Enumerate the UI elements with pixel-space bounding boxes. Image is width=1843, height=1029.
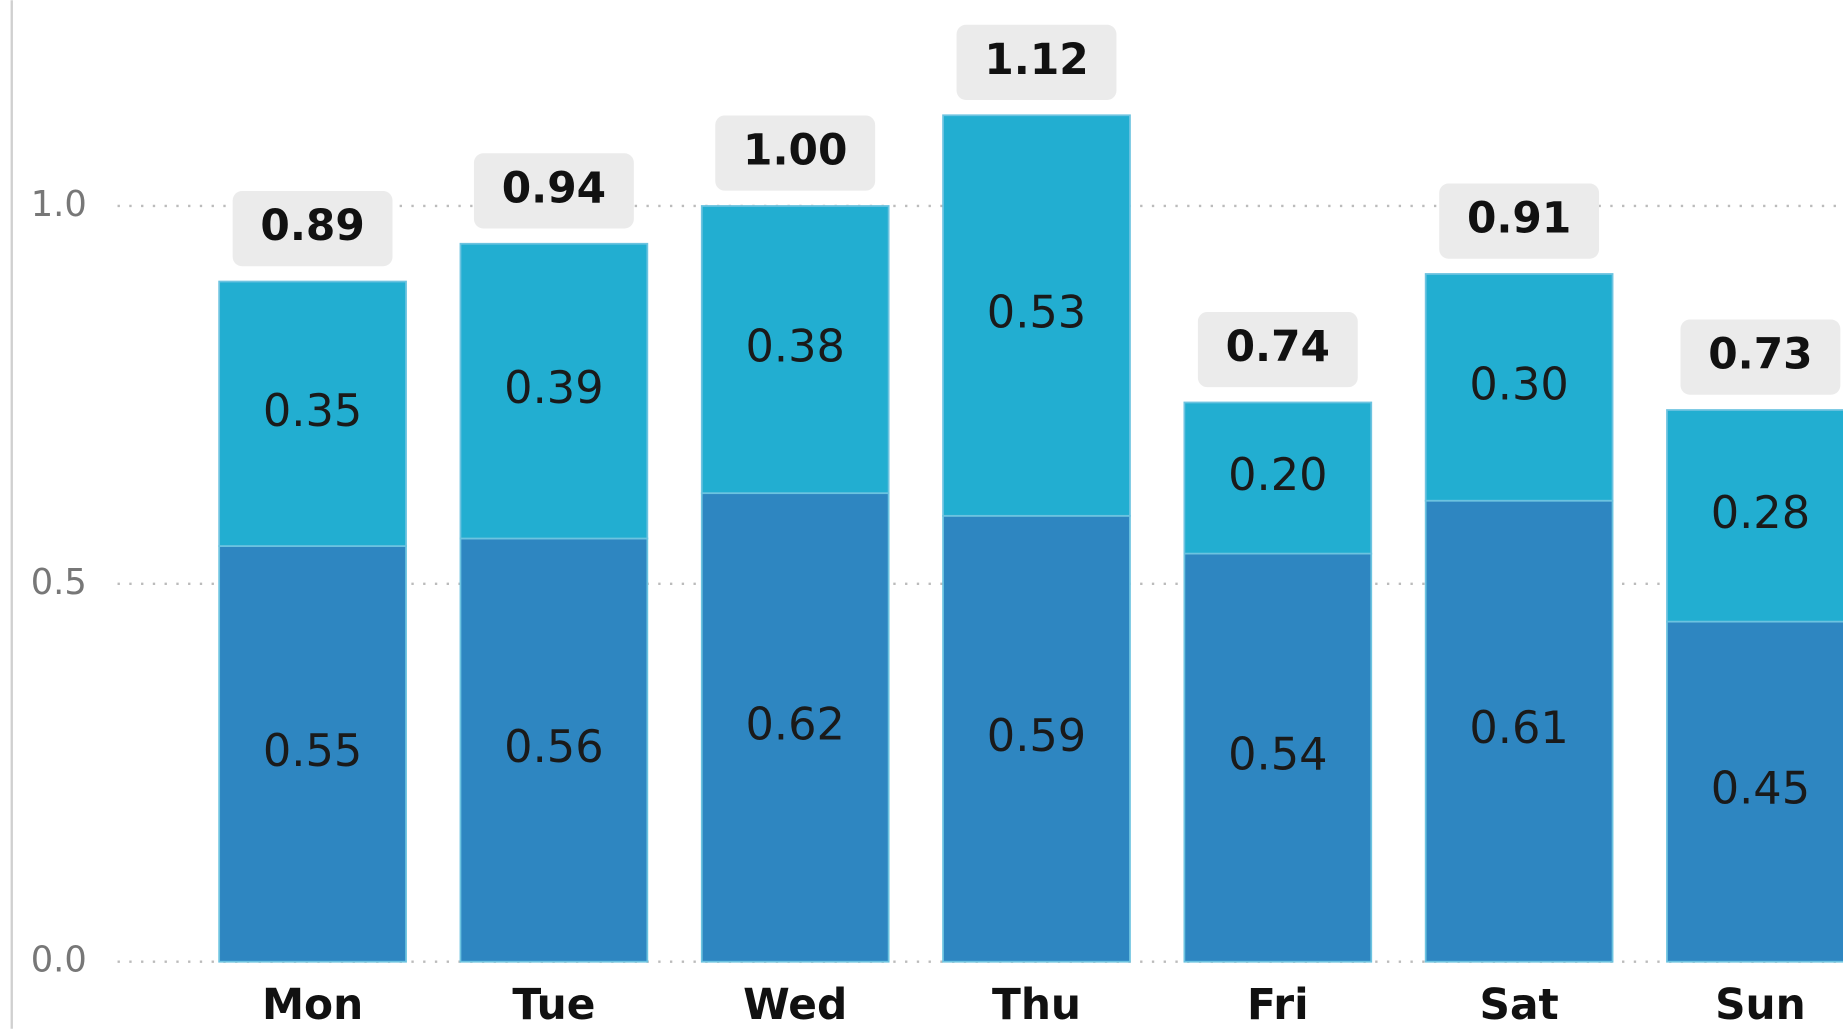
bar-segment (1666, 620, 1843, 963)
segment-label: 0.54 (1228, 729, 1327, 781)
x-tick-label: Tue (512, 980, 595, 1029)
total-label: 0.73 (1708, 330, 1812, 379)
segment-label: 0.28 (1711, 487, 1810, 539)
bar-segment (218, 280, 407, 547)
x-tick-label: Thu (992, 980, 1081, 1029)
bar-segment (218, 545, 407, 963)
segment-label: 0.62 (745, 698, 844, 750)
total-label-box (1197, 311, 1358, 388)
total-label-box (956, 24, 1117, 100)
total-label: 0.94 (502, 163, 606, 212)
bar-segment (1183, 401, 1373, 555)
x-tick-label: Wed (743, 980, 847, 1029)
total-label-box (1680, 319, 1841, 395)
total-label-box (232, 191, 393, 267)
x-tick-label: Sat (1480, 980, 1559, 1029)
segment-label: 0.45 (1711, 763, 1810, 815)
bar-segment (942, 114, 1131, 517)
x-tick-label: Mon (262, 980, 363, 1029)
total-label-box (473, 153, 634, 229)
segment-label: 0.35 (263, 385, 362, 437)
total-label: 1.12 (984, 35, 1088, 84)
total-label: 0.89 (260, 201, 364, 250)
y-tick-label: 0.5 (31, 562, 87, 603)
total-label: 0.91 (1467, 194, 1571, 243)
total-label-box (1439, 183, 1600, 259)
bar-segment (1424, 273, 1614, 502)
x-tick-label: Fri (1247, 980, 1309, 1029)
segment-label: 0.30 (1469, 358, 1568, 410)
bar-segment (1666, 409, 1843, 623)
segment-label: 0.56 (504, 721, 603, 773)
total-label: 0.74 (1226, 322, 1330, 371)
x-tick-label: Sun (1715, 980, 1806, 1029)
segment-label: 0.38 (745, 321, 844, 373)
bar-segment (1183, 552, 1373, 963)
y-tick-label: 0.0 (31, 940, 87, 981)
bar-segment (459, 242, 649, 540)
segment-label: 0.55 (263, 725, 362, 777)
segment-label: 0.53 (987, 287, 1086, 339)
total-label: 1.00 (743, 126, 847, 175)
bar-segment (700, 205, 890, 495)
segment-label: 0.20 (1228, 449, 1327, 501)
segment-label: 0.59 (987, 710, 1086, 762)
bar-segment (700, 492, 890, 963)
bar-segment (459, 537, 649, 963)
segment-label: 0.61 (1469, 702, 1568, 754)
bar-segment (1424, 499, 1614, 963)
total-label-box (715, 115, 876, 191)
segment-label: 0.39 (504, 362, 603, 414)
y-tick-label: 1.0 (31, 184, 87, 225)
